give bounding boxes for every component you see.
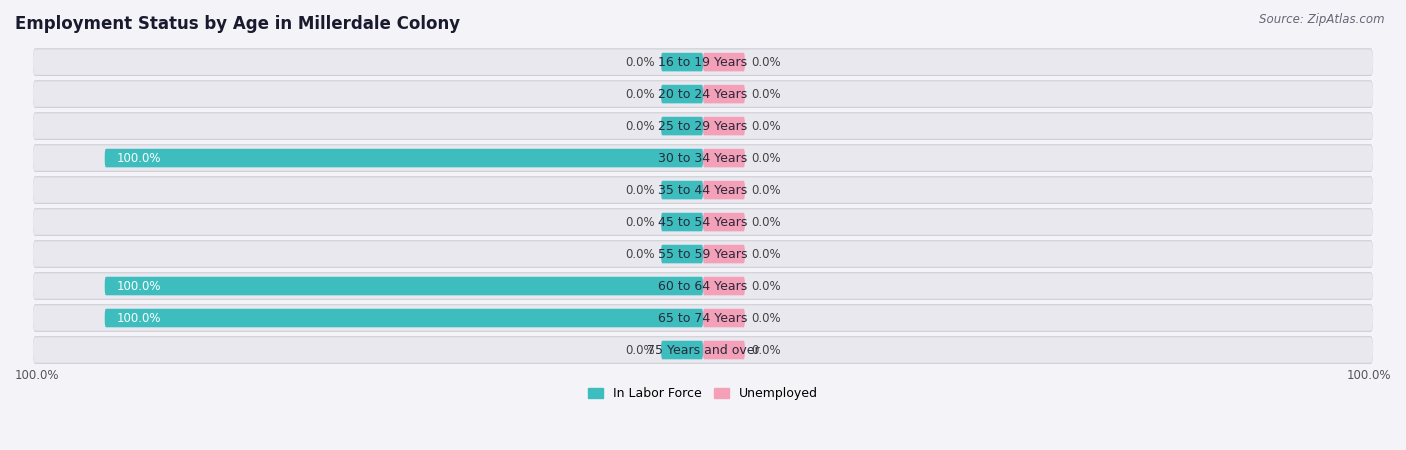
FancyBboxPatch shape [32, 272, 1374, 300]
FancyBboxPatch shape [104, 277, 703, 295]
FancyBboxPatch shape [32, 113, 1374, 139]
Text: 35 to 44 Years: 35 to 44 Years [658, 184, 748, 197]
FancyBboxPatch shape [661, 213, 703, 231]
FancyBboxPatch shape [32, 241, 1374, 267]
FancyBboxPatch shape [703, 245, 745, 263]
FancyBboxPatch shape [32, 177, 1374, 203]
Text: 100.0%: 100.0% [117, 152, 162, 165]
FancyBboxPatch shape [703, 85, 745, 104]
Text: 0.0%: 0.0% [751, 88, 780, 101]
FancyBboxPatch shape [104, 309, 703, 327]
FancyBboxPatch shape [32, 50, 1374, 75]
Text: 16 to 19 Years: 16 to 19 Years [658, 56, 748, 68]
Text: 100.0%: 100.0% [15, 369, 59, 382]
Text: 0.0%: 0.0% [751, 152, 780, 165]
Text: 20 to 24 Years: 20 to 24 Years [658, 88, 748, 101]
FancyBboxPatch shape [32, 145, 1374, 171]
Text: 100.0%: 100.0% [117, 311, 162, 324]
Text: 0.0%: 0.0% [626, 120, 655, 133]
FancyBboxPatch shape [703, 277, 745, 295]
FancyBboxPatch shape [703, 117, 745, 135]
FancyBboxPatch shape [32, 112, 1374, 140]
FancyBboxPatch shape [661, 85, 703, 104]
FancyBboxPatch shape [703, 53, 745, 72]
FancyBboxPatch shape [703, 149, 745, 167]
Text: 0.0%: 0.0% [626, 248, 655, 261]
Text: 0.0%: 0.0% [751, 184, 780, 197]
Text: 65 to 74 Years: 65 to 74 Years [658, 311, 748, 324]
FancyBboxPatch shape [32, 305, 1374, 331]
Text: 100.0%: 100.0% [1347, 369, 1391, 382]
FancyBboxPatch shape [32, 208, 1374, 236]
FancyBboxPatch shape [32, 304, 1374, 332]
FancyBboxPatch shape [661, 117, 703, 135]
FancyBboxPatch shape [661, 341, 703, 359]
Text: 0.0%: 0.0% [751, 216, 780, 229]
Text: 0.0%: 0.0% [751, 343, 780, 356]
FancyBboxPatch shape [32, 176, 1374, 204]
Text: 0.0%: 0.0% [751, 311, 780, 324]
Text: 0.0%: 0.0% [626, 343, 655, 356]
FancyBboxPatch shape [703, 213, 745, 231]
Text: 0.0%: 0.0% [626, 216, 655, 229]
Text: 0.0%: 0.0% [626, 184, 655, 197]
Text: 75 Years and over: 75 Years and over [647, 343, 759, 356]
FancyBboxPatch shape [104, 149, 703, 167]
Text: Employment Status by Age in Millerdale Colony: Employment Status by Age in Millerdale C… [15, 15, 460, 33]
FancyBboxPatch shape [661, 53, 703, 72]
Text: 25 to 29 Years: 25 to 29 Years [658, 120, 748, 133]
FancyBboxPatch shape [32, 273, 1374, 299]
FancyBboxPatch shape [32, 80, 1374, 108]
Legend: In Labor Force, Unemployed: In Labor Force, Unemployed [583, 382, 823, 405]
Text: 0.0%: 0.0% [626, 56, 655, 68]
Text: 0.0%: 0.0% [751, 56, 780, 68]
FancyBboxPatch shape [703, 309, 745, 327]
FancyBboxPatch shape [32, 240, 1374, 268]
Text: 0.0%: 0.0% [751, 120, 780, 133]
Text: 30 to 34 Years: 30 to 34 Years [658, 152, 748, 165]
FancyBboxPatch shape [32, 336, 1374, 364]
Text: Source: ZipAtlas.com: Source: ZipAtlas.com [1260, 14, 1385, 27]
FancyBboxPatch shape [32, 81, 1374, 107]
FancyBboxPatch shape [703, 341, 745, 359]
FancyBboxPatch shape [32, 48, 1374, 76]
FancyBboxPatch shape [32, 209, 1374, 235]
FancyBboxPatch shape [703, 181, 745, 199]
FancyBboxPatch shape [32, 337, 1374, 363]
Text: 0.0%: 0.0% [751, 248, 780, 261]
Text: 0.0%: 0.0% [626, 88, 655, 101]
Text: 60 to 64 Years: 60 to 64 Years [658, 279, 748, 292]
FancyBboxPatch shape [661, 245, 703, 263]
FancyBboxPatch shape [661, 181, 703, 199]
Text: 55 to 59 Years: 55 to 59 Years [658, 248, 748, 261]
FancyBboxPatch shape [32, 144, 1374, 172]
Text: 100.0%: 100.0% [117, 279, 162, 292]
Text: 45 to 54 Years: 45 to 54 Years [658, 216, 748, 229]
Text: 0.0%: 0.0% [751, 279, 780, 292]
